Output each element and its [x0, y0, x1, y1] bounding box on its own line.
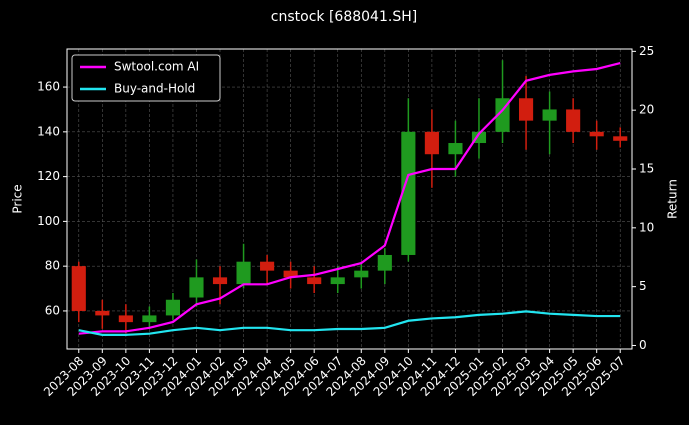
- candle-body: [212, 277, 228, 285]
- candle-body: [71, 266, 86, 311]
- candle-body: [566, 109, 581, 132]
- candle-body: [471, 131, 487, 144]
- legend-box: [71, 54, 221, 102]
- y-tick-label: 100: [37, 214, 60, 228]
- candle-body: [377, 254, 392, 271]
- y-tick-label: 160: [37, 80, 60, 94]
- candle-body: [307, 277, 322, 285]
- candle-body: [142, 315, 157, 323]
- y-tick-label: 80: [45, 259, 60, 273]
- y-tick-label: 140: [37, 124, 60, 138]
- candle-body: [354, 270, 369, 278]
- candle-body: [283, 270, 298, 278]
- candle-body: [330, 277, 345, 285]
- legend: Swtool.com AI Buy-and-Hold: [71, 54, 221, 102]
- candle-body: [589, 131, 604, 137]
- y-tick-label: 120: [37, 169, 60, 183]
- y2-tick-label: 25: [639, 44, 654, 58]
- y-tick-label: 60: [45, 303, 60, 317]
- candle-body: [236, 261, 251, 285]
- y2-tick-label: 0: [639, 338, 647, 352]
- candle-body: [260, 261, 275, 271]
- y2-tick-label: 10: [639, 220, 654, 234]
- candle-body: [613, 136, 628, 141]
- candle-body: [448, 143, 463, 155]
- candle-body: [424, 131, 439, 155]
- candle-body: [165, 299, 180, 316]
- legend-label: Swtool.com AI: [114, 60, 199, 74]
- candle-body: [519, 98, 534, 121]
- y2-tick-label: 15: [639, 162, 654, 176]
- candle-body: [118, 315, 133, 323]
- series-line: [78, 62, 621, 335]
- candle-body: [401, 131, 416, 255]
- candle-body: [189, 277, 204, 298]
- y2-axis-label: Return: [666, 179, 680, 219]
- candle-body: [542, 109, 557, 121]
- chart-title: cnstock [688041.SH]: [271, 9, 417, 25]
- legend-label: Buy-and-Hold: [114, 82, 195, 96]
- candle-body: [95, 310, 110, 316]
- plot-frame: [66, 48, 633, 350]
- y2-tick-label: 20: [639, 103, 654, 117]
- series-line: [78, 310, 621, 336]
- y2-tick-label: 5: [639, 279, 647, 293]
- y-axis-label: Price: [11, 184, 25, 213]
